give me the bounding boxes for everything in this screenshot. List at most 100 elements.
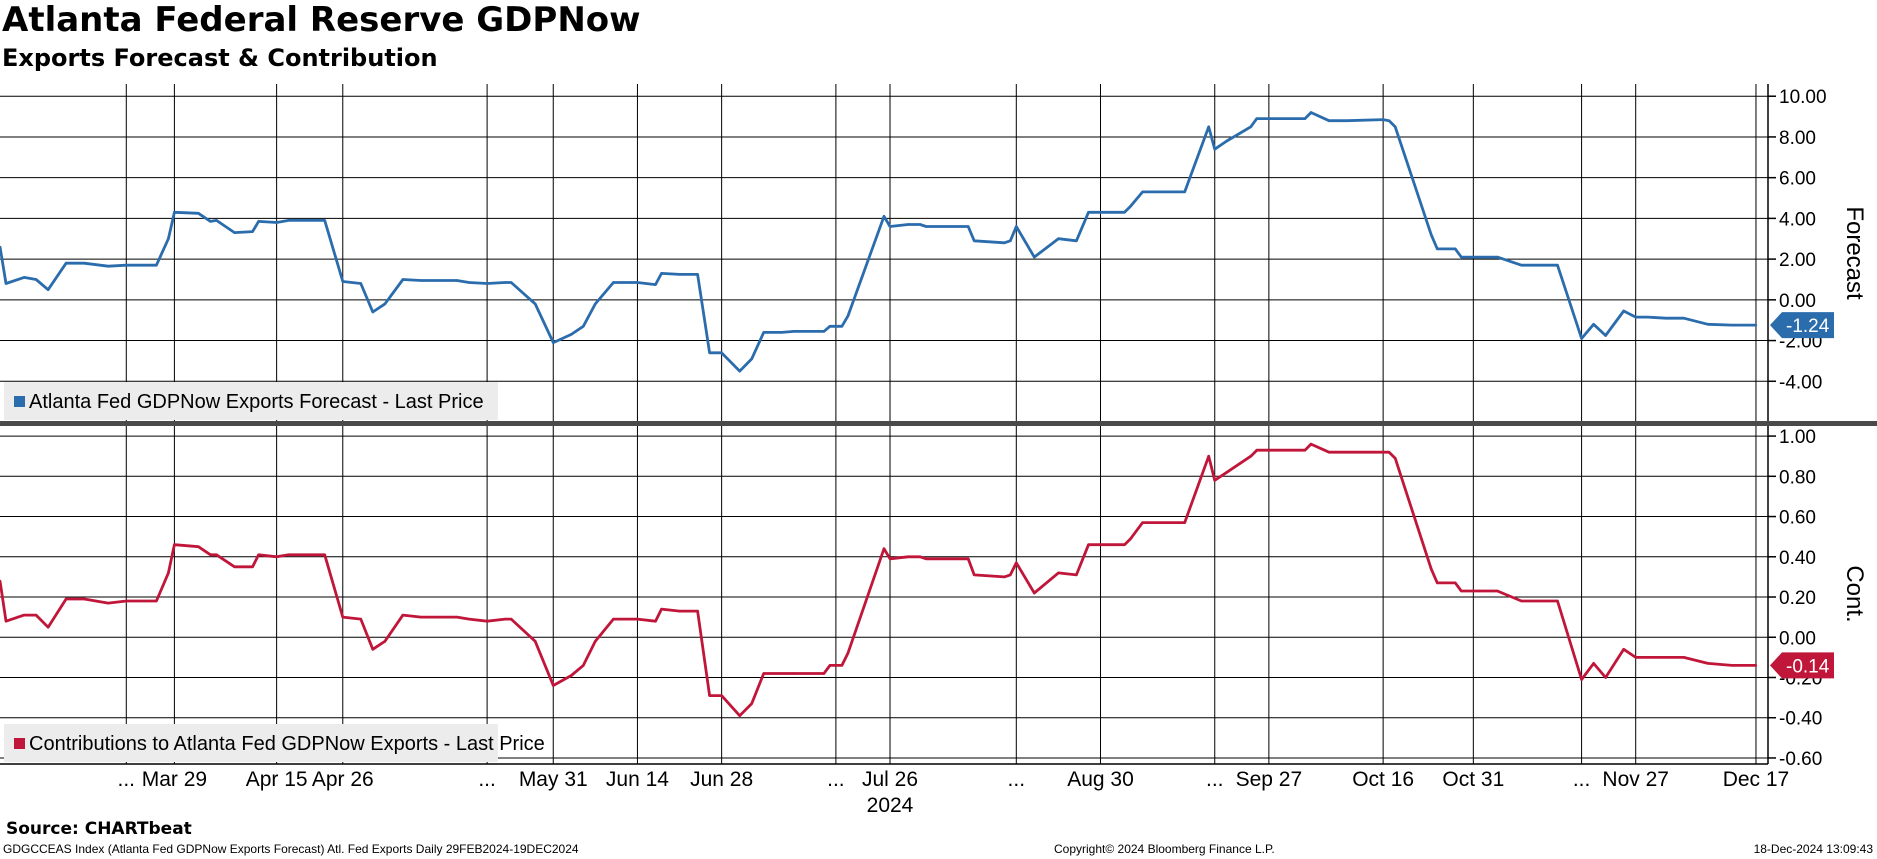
data-point xyxy=(209,553,212,556)
x-tick-label: ... xyxy=(827,768,845,791)
data-point xyxy=(383,302,387,306)
footer-timestamp: 18-Dec-2024 13:09:43 xyxy=(1753,842,1873,856)
data-point xyxy=(1550,599,1553,603)
data-point xyxy=(828,664,832,667)
data-point xyxy=(1003,575,1006,579)
data-point xyxy=(720,694,723,697)
data-point xyxy=(503,617,507,621)
data-point xyxy=(1249,455,1253,458)
y-tick-label: -0.60 xyxy=(1779,749,1822,770)
data-point xyxy=(1057,237,1060,240)
data-point xyxy=(155,599,158,603)
data-point xyxy=(1682,317,1686,320)
data-point xyxy=(696,273,699,276)
y-tick-label: 1.00 xyxy=(1779,427,1816,448)
x-tick-label: ... xyxy=(118,768,136,791)
data-point xyxy=(46,626,50,629)
y-tick-label: -4.00 xyxy=(1779,372,1822,393)
last-value-badge xyxy=(1770,312,1834,339)
data-point xyxy=(534,640,537,643)
data-point xyxy=(1159,190,1162,194)
data-point xyxy=(317,553,320,556)
data-point xyxy=(1394,457,1397,460)
data-point xyxy=(34,613,38,617)
data-point xyxy=(155,264,158,267)
y-tick-label: 10.00 xyxy=(1779,87,1827,108)
data-point xyxy=(762,331,765,334)
data-point xyxy=(1099,543,1102,546)
data-point xyxy=(1436,247,1439,251)
data-point xyxy=(1075,239,1078,242)
data-point xyxy=(401,278,405,281)
data-point xyxy=(1460,255,1463,259)
data-point xyxy=(1580,678,1583,681)
data-point xyxy=(1345,451,1349,454)
data-point xyxy=(1646,656,1649,659)
x-tick-label: Apr 15 xyxy=(246,768,308,791)
chart-title: Atlanta Federal Reserve GDPNow xyxy=(2,0,641,40)
last-value-label: -0.14 xyxy=(1786,656,1830,677)
last-value-badge xyxy=(1770,652,1834,679)
data-point xyxy=(780,331,783,334)
data-point xyxy=(1556,264,1559,267)
data-point xyxy=(1009,573,1012,577)
data-point xyxy=(485,620,489,623)
x-tick-label: Jun 14 xyxy=(606,768,669,791)
data-point xyxy=(83,597,86,601)
data-point xyxy=(738,714,741,717)
x-tick-label: Jun 28 xyxy=(690,768,753,791)
data-point xyxy=(1622,648,1625,651)
legend-box xyxy=(4,382,498,420)
data-point xyxy=(1123,543,1126,546)
y-axis-title: Cont. xyxy=(1841,565,1868,622)
data-point xyxy=(1460,589,1463,593)
x-tick-label: Jul 26 xyxy=(862,768,918,791)
data-point xyxy=(582,325,585,328)
data-point xyxy=(287,219,290,222)
data-point xyxy=(64,597,68,601)
x-tick-label: Dec 17 xyxy=(1723,768,1790,791)
data-point xyxy=(359,282,362,285)
data-point xyxy=(1381,451,1385,454)
series-line-forecast xyxy=(0,111,1756,373)
data-point xyxy=(215,219,218,222)
data-point xyxy=(1730,664,1734,667)
axis-layer: -4.00-2.000.002.004.006.008.0010.00-1.24… xyxy=(0,84,1877,817)
data-point xyxy=(275,555,278,558)
data-point xyxy=(4,620,8,623)
data-point xyxy=(22,613,26,617)
data-point xyxy=(1183,190,1186,194)
data-point xyxy=(485,282,489,285)
data-point xyxy=(371,310,374,314)
data-point xyxy=(534,302,537,306)
data-point xyxy=(1009,239,1012,242)
data-point xyxy=(840,325,844,328)
data-point xyxy=(419,279,423,282)
data-point xyxy=(630,281,633,284)
data-point xyxy=(762,672,765,675)
data-point xyxy=(570,674,573,677)
data-point xyxy=(888,557,892,560)
data-point xyxy=(1472,255,1475,259)
data-point xyxy=(1291,117,1295,120)
data-point xyxy=(1646,315,1649,319)
data-point xyxy=(383,640,387,643)
data-point xyxy=(636,281,639,284)
legend-label: Atlanta Fed GDPNow Exports Forecast - La… xyxy=(29,391,484,413)
data-point xyxy=(1207,455,1210,458)
data-point xyxy=(1520,599,1523,603)
data-point xyxy=(251,565,254,568)
x-tick-label: ... xyxy=(1008,768,1026,791)
legend-swatch xyxy=(14,396,25,407)
data-point xyxy=(1333,119,1337,122)
series-layer xyxy=(0,111,1758,718)
data-point xyxy=(750,357,753,361)
data-point xyxy=(1087,543,1090,546)
data-point xyxy=(1129,537,1132,540)
data-point xyxy=(840,664,844,667)
y-tick-label: 6.00 xyxy=(1779,169,1816,190)
data-point xyxy=(4,282,8,285)
data-point xyxy=(1003,241,1006,244)
data-point xyxy=(22,276,26,279)
data-point xyxy=(1255,117,1259,120)
